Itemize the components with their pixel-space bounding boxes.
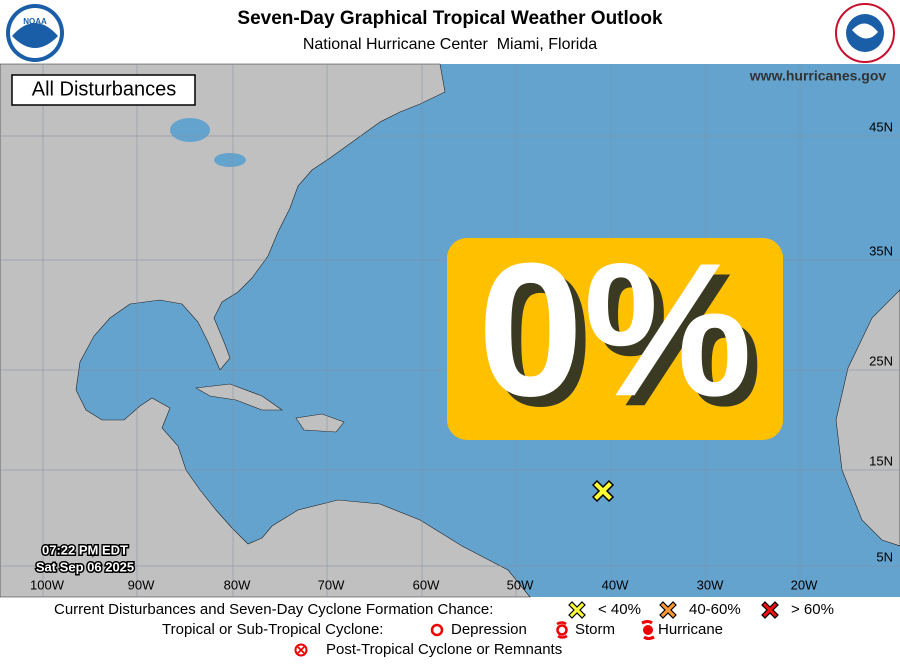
lon-label: 60W [413, 577, 440, 592]
lon-label: 50W [507, 577, 534, 592]
post-tropical-icon [294, 643, 308, 657]
timestamp-date: Sat Sep 06 2025 [36, 559, 134, 574]
subtitle: National Hurricane Center Miami, Florida [303, 36, 597, 53]
chance-box [447, 238, 783, 440]
lon-label: 40W [602, 577, 629, 592]
lat-label: 45N [869, 119, 893, 134]
legend-item: < 40% [598, 601, 641, 618]
legend-item: Post-Tropical Cyclone or Remnants [326, 641, 562, 658]
website: www.hurricanes.gov [749, 68, 887, 84]
legend-item: 40-60% [689, 601, 741, 618]
timestamp-time: 07:22 PM EDT [42, 542, 128, 557]
lon-label: 100W [30, 577, 65, 592]
legend-item: > 60% [791, 601, 834, 618]
chance-shadow: 0% [488, 234, 763, 446]
legend-label: Current Disturbances and Seven-Day Cyclo… [54, 601, 493, 618]
lon-label: 70W [318, 577, 345, 592]
noaa-logo: NOAA [6, 4, 64, 62]
lat-label: 35N [869, 243, 893, 258]
svg-text:NOAA: NOAA [23, 17, 47, 26]
lon-label: 90W [128, 577, 155, 592]
chance-icon [761, 601, 779, 619]
americas-land [0, 63, 531, 598]
disturbance-marker [591, 479, 615, 503]
lat-label: 25N [869, 353, 893, 368]
nws-logo [835, 3, 895, 63]
great-lakes [214, 153, 246, 167]
lon-label: 20W [791, 577, 818, 592]
lat-label: 15N [869, 453, 893, 468]
chance-text: 0% [478, 224, 753, 436]
title: Seven-Day Graphical Tropical Weather Out… [237, 8, 663, 29]
legend-item: Storm [575, 621, 615, 638]
hurricane-icon [641, 620, 655, 640]
legend-label: Tropical or Sub-Tropical Cyclone: [162, 621, 383, 638]
cuba [195, 383, 283, 411]
legend-item: Depression [451, 621, 527, 638]
legend: Current Disturbances and Seven-Day Cyclo… [54, 601, 834, 658]
great-lakes [170, 118, 210, 142]
map: 45N 35N 25N 15N 5N 100W 90W 80W 70W 60W 50W 40W 30W 2… [0, 63, 900, 598]
chance-icon [568, 601, 586, 619]
panel-label: All Disturbances [32, 78, 177, 100]
lon-label: 80W [224, 577, 251, 592]
lon-label: 30W [697, 577, 724, 592]
chance-icon [659, 601, 677, 619]
hispaniola [295, 413, 345, 433]
legend-item: Hurricane [658, 621, 723, 638]
depression-icon [430, 623, 444, 637]
storm-icon [556, 621, 568, 639]
lat-label: 5N [876, 549, 893, 564]
